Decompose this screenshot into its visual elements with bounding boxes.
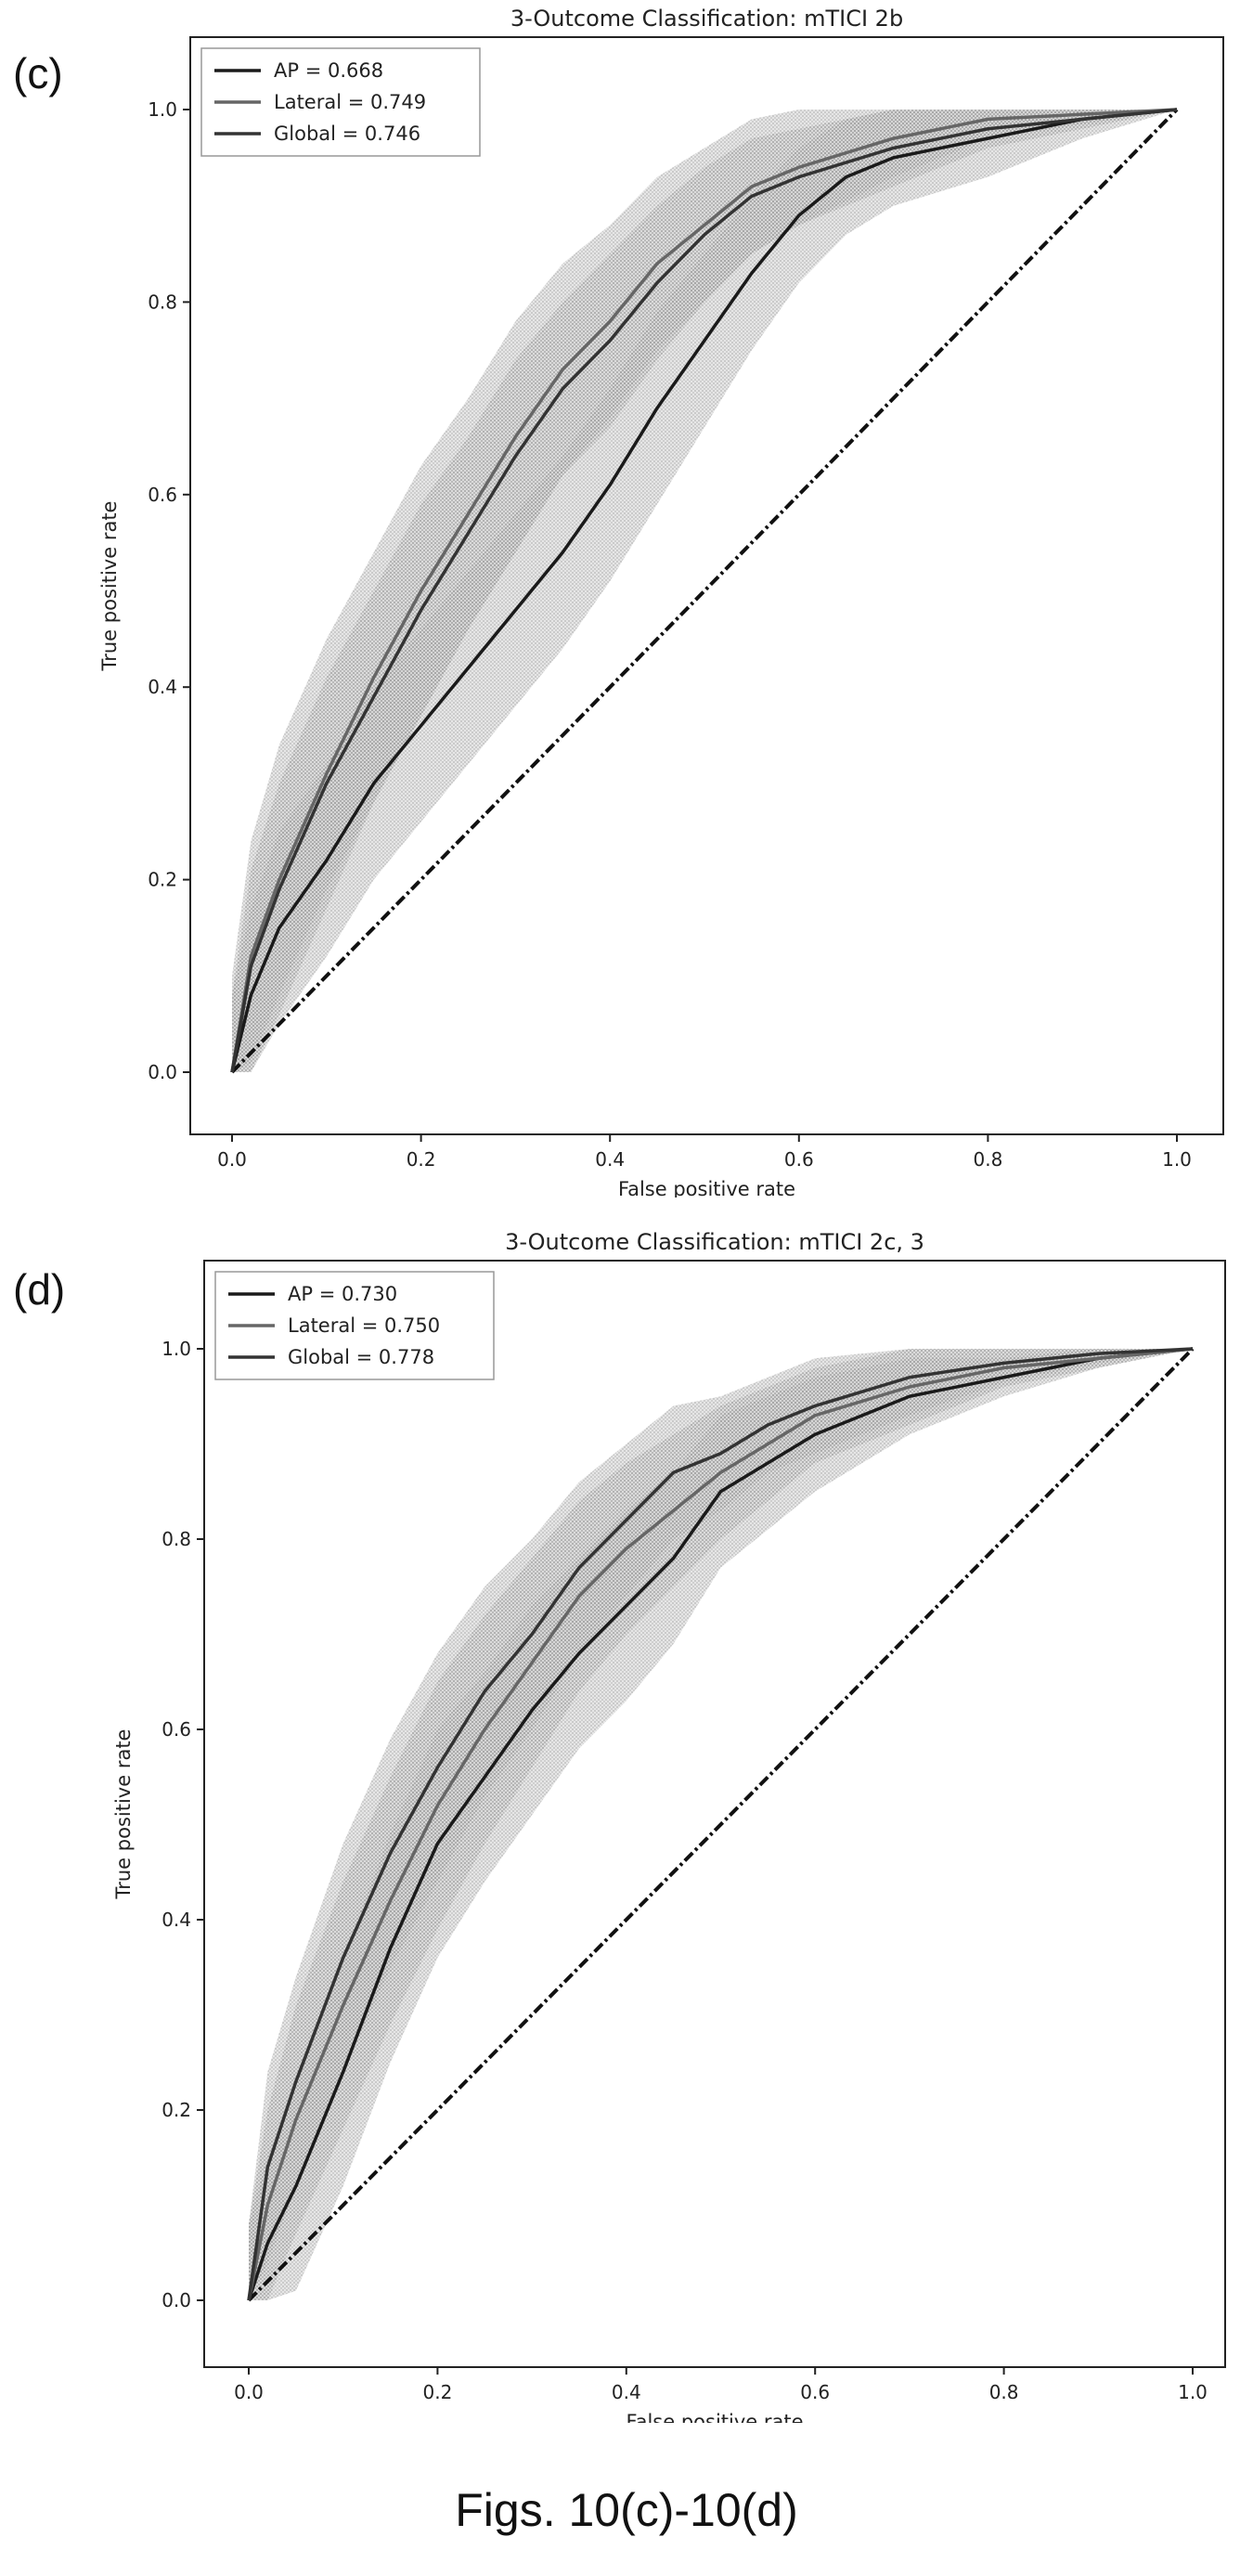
legend-entry-label: Lateral = 0.749 — [274, 91, 426, 113]
x-tick-label: 1.0 — [1178, 2381, 1208, 2403]
y-tick-label: 0.8 — [161, 1528, 191, 1550]
roc-chart-d: 3-Outcome Classification: mTICI 2c, 3 0.0… — [112, 1229, 1226, 2423]
x-axis-label: False positive rate — [626, 2411, 803, 2423]
x-tick-label: 0.0 — [217, 1148, 247, 1171]
x-axis-label: False positive rate — [618, 1178, 795, 1197]
chart-panel-c: (c) 3-Outcome Classification: mTICI 2b 0.… — [0, 0, 1253, 1197]
y-tick-label: 1.0 — [148, 98, 177, 121]
chart-title: 3-Outcome Classification: mTICI 2c, 3 — [505, 1229, 924, 1255]
y-tick-label: 0.4 — [148, 676, 177, 698]
x-tick-label: 1.0 — [1162, 1148, 1192, 1171]
y-tick-label: 0.8 — [148, 291, 177, 313]
series-line — [230, 108, 1178, 1073]
series-line — [247, 1347, 1194, 2301]
panel-label-d: (d) — [13, 1265, 66, 1314]
x-tick-label: 0.6 — [784, 1148, 814, 1171]
y-tick-label: 0.0 — [148, 1061, 177, 1083]
series-line — [247, 1347, 1194, 2301]
reference-diagonal-line — [247, 1347, 1195, 2302]
x-tick-label: 0.8 — [973, 1148, 1002, 1171]
y-tick-label: 0.4 — [161, 1909, 191, 1931]
x-tick-label: 0.0 — [234, 2381, 264, 2403]
legend-entry-label: Global = 0.778 — [288, 1346, 434, 1368]
series-line — [230, 108, 1178, 1073]
x-tick-label: 0.2 — [407, 1148, 436, 1171]
y-tick-label: 0.2 — [161, 2099, 191, 2121]
series-line — [247, 1347, 1194, 2301]
chart-panel-d: (d) 3-Outcome Classification: mTICI 2c, … — [0, 1216, 1253, 2423]
legend-entry-label: Lateral = 0.750 — [288, 1314, 440, 1337]
x-tick-label: 0.4 — [595, 1148, 625, 1171]
y-tick-label: 0.0 — [161, 2289, 191, 2311]
chart-title: 3-Outcome Classification: mTICI 2b — [510, 6, 903, 32]
legend-entry-label: AP = 0.730 — [288, 1283, 397, 1305]
x-tick-label: 0.8 — [989, 2381, 1019, 2403]
roc-chart-c: 3-Outcome Classification: mTICI 2b 0.0 0.2… — [98, 6, 1224, 1197]
panel-label-c: (c) — [13, 49, 63, 97]
figure-caption: Figs. 10(c)-10(d) — [455, 2484, 798, 2536]
x-tick-label: 0.4 — [612, 2381, 641, 2403]
legend-entry-label: AP = 0.668 — [274, 59, 383, 82]
y-tick-label: 0.6 — [161, 1718, 191, 1741]
y-axis-label: True positive rate — [112, 1729, 135, 1900]
y-axis-label: True positive rate — [98, 501, 121, 672]
y-tick-label: 0.6 — [148, 484, 177, 506]
confidence-band — [249, 1349, 1193, 2300]
legend-entry-label: Global = 0.746 — [274, 123, 420, 145]
y-tick-label: 1.0 — [161, 1338, 191, 1360]
y-tick-label: 0.2 — [148, 869, 177, 891]
x-tick-label: 0.2 — [422, 2381, 452, 2403]
x-tick-label: 0.6 — [800, 2381, 830, 2403]
series-line — [230, 108, 1178, 1073]
